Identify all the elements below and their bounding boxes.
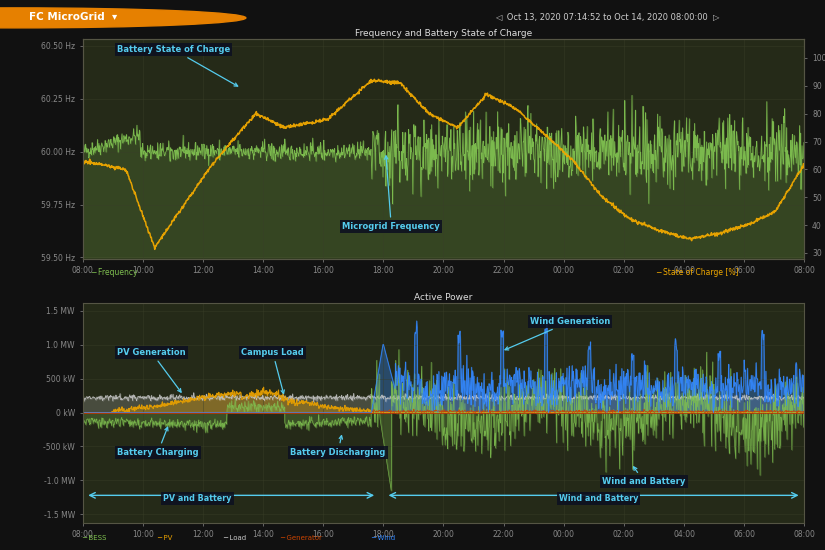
Text: Wind and Battery: Wind and Battery [559, 494, 639, 503]
Text: PV and Battery: PV and Battery [163, 494, 232, 503]
Text: ─ PV: ─ PV [157, 535, 172, 541]
Text: FC MicroGrid  ▾: FC MicroGrid ▾ [29, 12, 117, 22]
Text: Battery State of Charge: Battery State of Charge [117, 45, 238, 86]
Title: Active Power: Active Power [414, 293, 473, 302]
Text: ─ Wind: ─ Wind [371, 535, 395, 541]
Text: Battery Charging: Battery Charging [117, 427, 199, 456]
Text: ─ Frequency: ─ Frequency [91, 268, 137, 277]
Text: ─ Generator: ─ Generator [280, 535, 323, 541]
Text: PV Generation: PV Generation [117, 348, 186, 392]
Title: Frequency and Battery State of Charge: Frequency and Battery State of Charge [355, 29, 532, 38]
Text: Microgrid Frequency: Microgrid Frequency [342, 156, 440, 231]
Text: ─ State of Charge [%]: ─ State of Charge [%] [656, 268, 738, 277]
Text: Campus Load: Campus Load [241, 348, 304, 393]
Text: Wind Generation: Wind Generation [505, 317, 610, 350]
Text: Battery Discharging: Battery Discharging [290, 436, 386, 456]
Text: ─ BESS: ─ BESS [82, 535, 107, 541]
Text: ─ Load: ─ Load [223, 535, 246, 541]
Circle shape [0, 8, 246, 28]
Text: ◁  Oct 13, 2020 07:14:52 to Oct 14, 2020 08:00:00  ▷: ◁ Oct 13, 2020 07:14:52 to Oct 14, 2020 … [495, 13, 719, 21]
Text: Wind and Battery: Wind and Battery [602, 467, 686, 486]
